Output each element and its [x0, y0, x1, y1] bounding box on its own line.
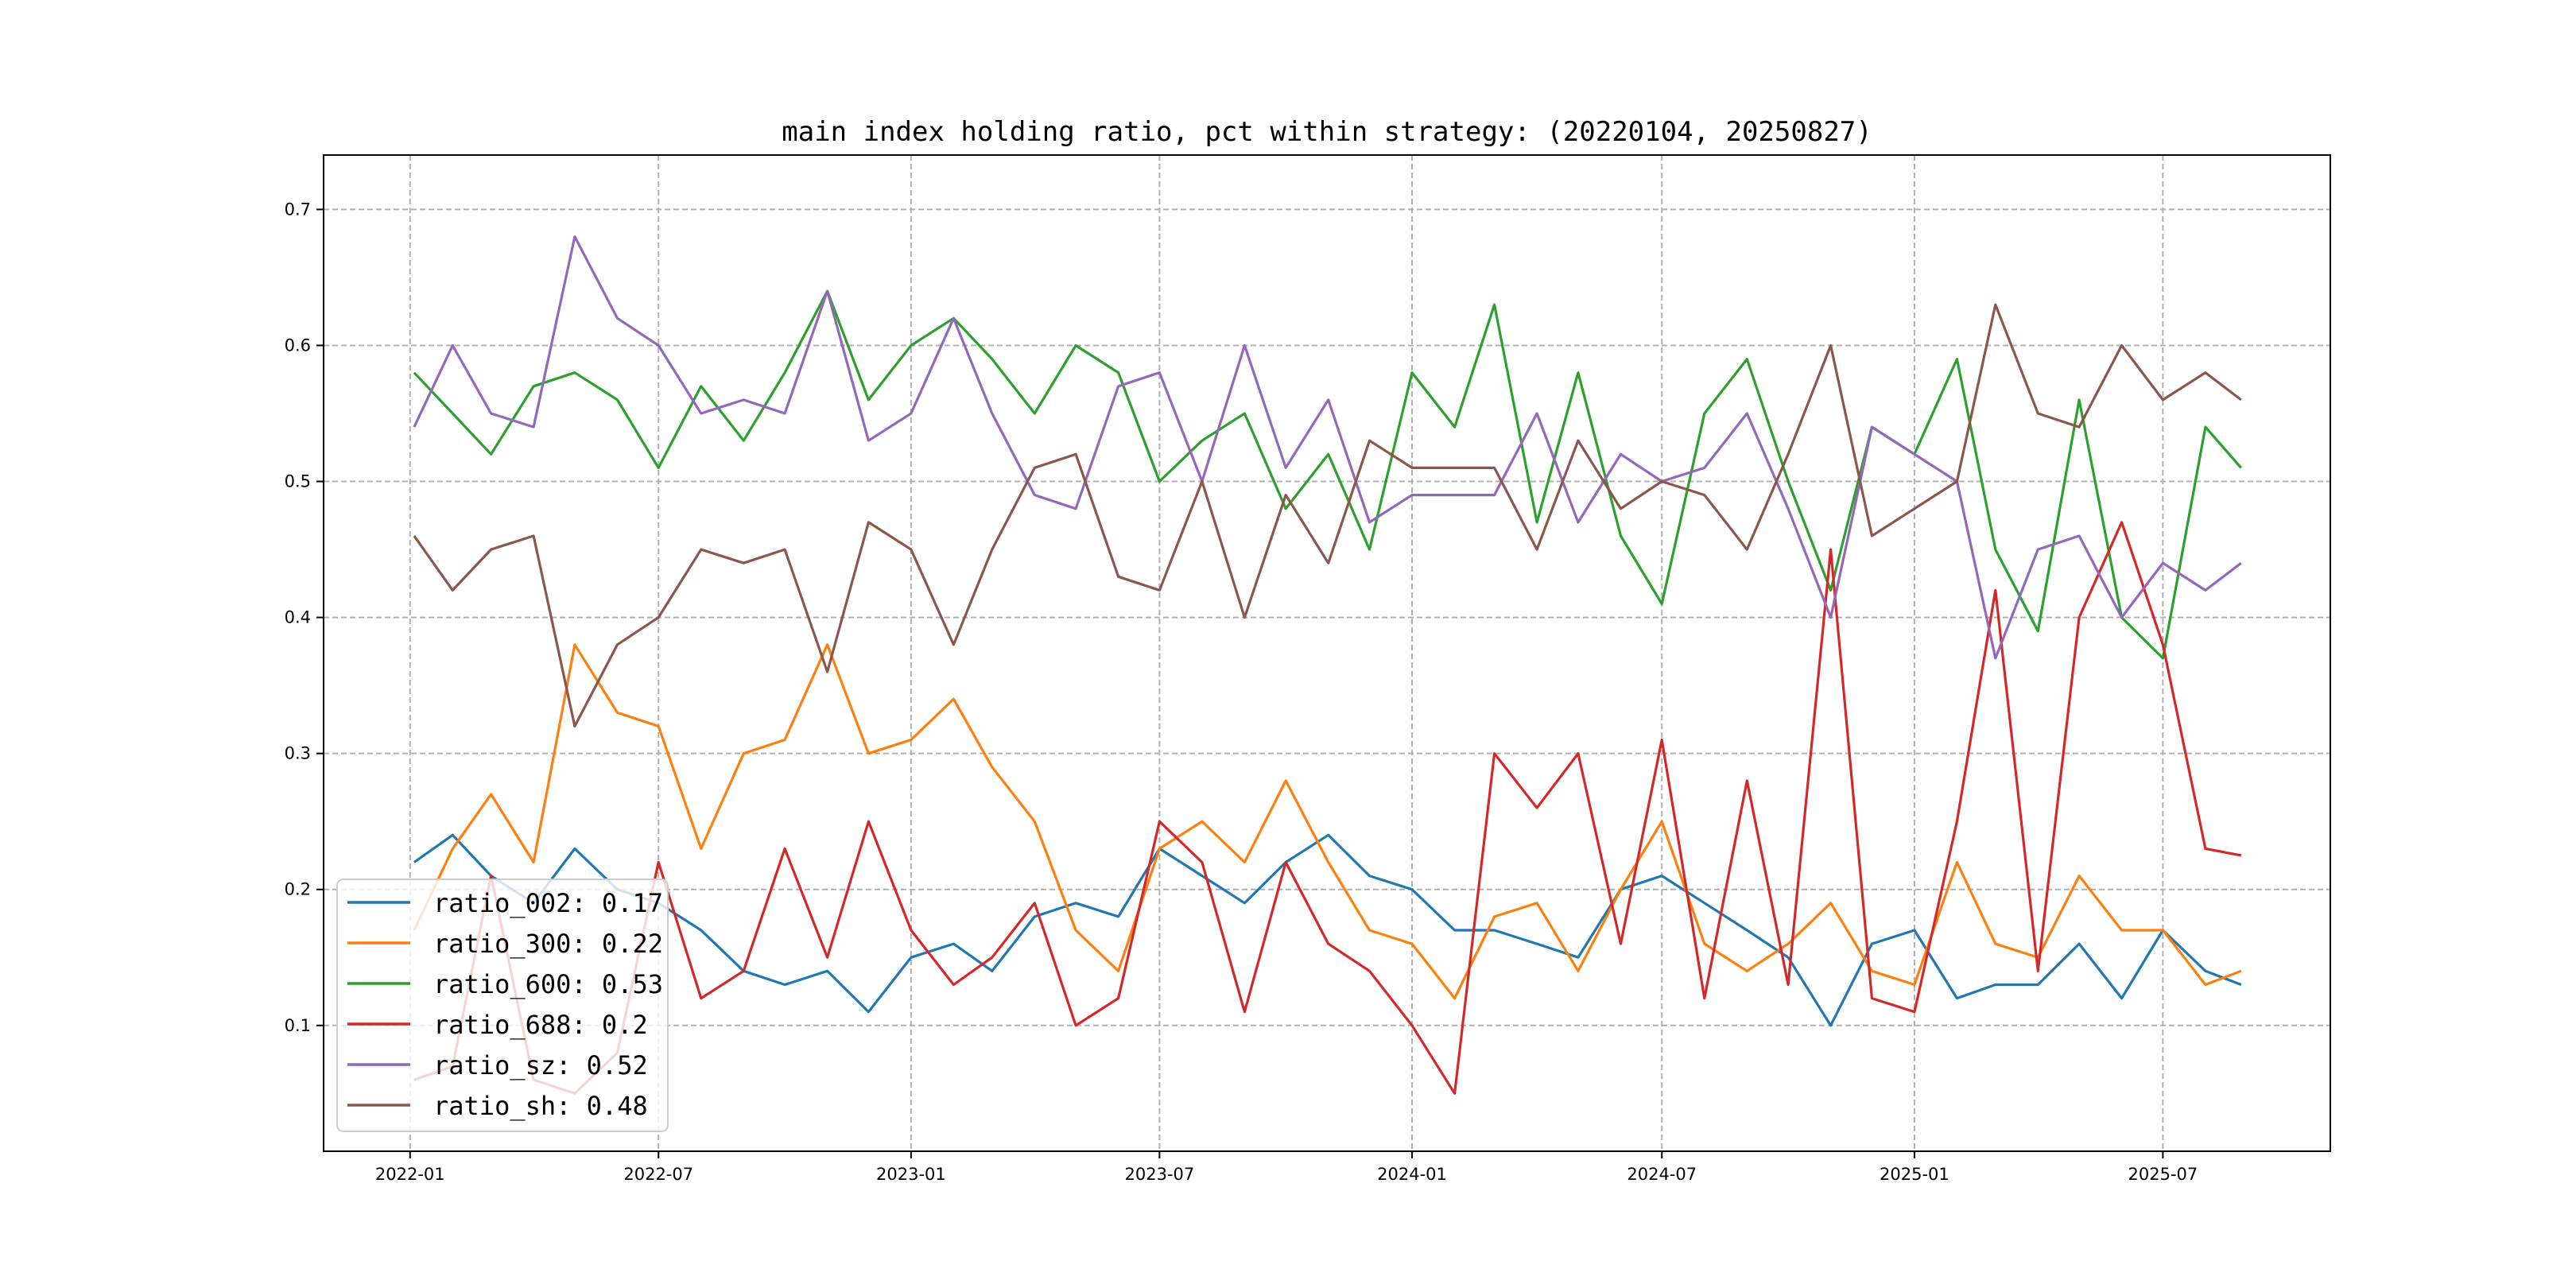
legend-box [336, 879, 669, 1132]
x-tick-label: 2022-07 [623, 1165, 693, 1184]
chart-title: main index holding ratio, pct within str… [782, 116, 1872, 148]
x-tick-label: 2022-01 [375, 1165, 445, 1184]
y-tick-label: 0.6 [285, 336, 311, 355]
x-tick-label: 2025-07 [2128, 1165, 2198, 1184]
y-tick-label: 0.5 [285, 472, 311, 491]
x-tick-label: 2024-01 [1377, 1165, 1447, 1184]
series-line-ratio_600 [413, 289, 2243, 660]
legend-label-ratio_600: ratio_600: 0.53 [433, 969, 663, 999]
x-tick-label: 2024-07 [1627, 1165, 1697, 1184]
x-tick-label: 2023-07 [1125, 1165, 1195, 1184]
x-tick-label: 2023-01 [876, 1165, 946, 1184]
series-line-ratio_sz [413, 235, 2242, 660]
series-line-ratio_sh [413, 303, 2242, 728]
y-tick-label: 0.2 [285, 880, 311, 899]
x-tick-label: 2025-01 [1880, 1165, 1949, 1184]
plot-frame [323, 154, 2331, 1152]
y-tick-label: 0.7 [285, 200, 311, 219]
series-line-ratio_688 [413, 521, 2242, 1095]
series-lines [413, 235, 2243, 1095]
legend: ratio_002: 0.17 ratio_300: 0.22 ratio_600:… [336, 879, 669, 1132]
axis-ticks: 2022-01 2022-07 2023-01 2023-07 2024-01 2024-… [285, 200, 2198, 1184]
series-line-ratio_002 [413, 833, 2242, 1027]
y-tick-label: 0.1 [285, 1016, 311, 1035]
legend-label-ratio_002: ratio_002: 0.17 [433, 888, 663, 918]
series-line-ratio_300 [413, 643, 2242, 1000]
legend-label-ratio_688: ratio_688: 0.2 [433, 1010, 648, 1040]
legend-label-ratio_sz: ratio_sz: 0.52 [433, 1050, 648, 1080]
legend-label-ratio_sh: ratio_sh: 0.48 [433, 1091, 648, 1121]
y-tick-label: 0.4 [285, 608, 311, 627]
y-tick-label: 0.3 [285, 744, 311, 763]
legend-label-ratio_300: ratio_300: 0.22 [433, 929, 663, 959]
